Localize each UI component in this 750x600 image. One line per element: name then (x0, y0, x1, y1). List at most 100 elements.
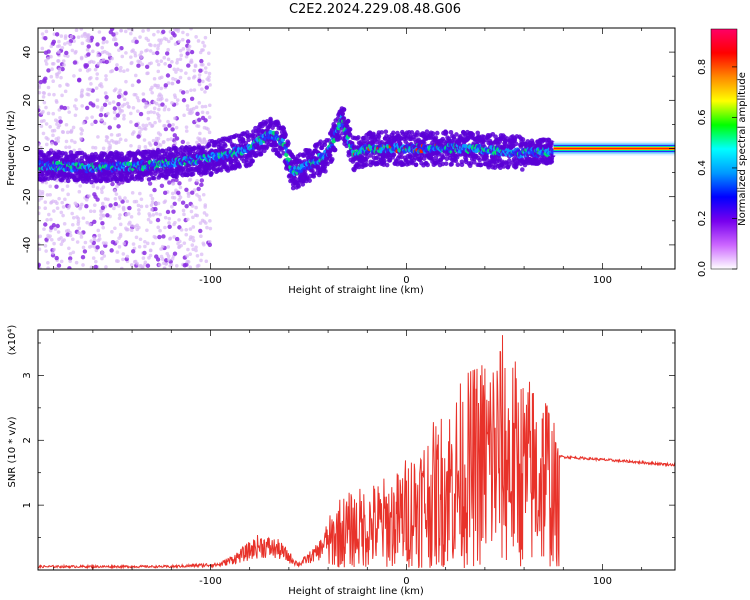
spectrogram-point (55, 223, 60, 229)
spectrogram-point (149, 43, 153, 48)
spectrogram-point (134, 235, 139, 240)
spectrogram-point (64, 122, 69, 127)
spectrogram-point (79, 235, 84, 239)
spectrogram-point (52, 209, 56, 213)
spectrogram-point (453, 158, 459, 164)
spectrogram-point (129, 215, 134, 219)
spectrogram-point (283, 132, 288, 138)
spectrogram-point (149, 207, 154, 212)
spectrogram-point (65, 184, 70, 188)
spectrogram-point (174, 70, 178, 74)
spectrogram-point (174, 236, 180, 242)
spectrogram-point (129, 120, 133, 124)
spectrogram-point (119, 65, 123, 70)
spectrogram-point (143, 260, 148, 265)
snr-x-tick-label: 100 (593, 576, 612, 587)
spectrogram-point (75, 240, 80, 244)
spectrogram-point (290, 185, 296, 191)
spectrogram-point (89, 239, 94, 243)
spectrogram-point (38, 189, 42, 194)
spectrogram-point (143, 127, 148, 131)
spectrogram-point (116, 94, 122, 99)
spectrogram-point (79, 131, 84, 136)
spectrogram-point (192, 68, 197, 73)
spectrogram-point (286, 141, 291, 146)
spectrogram-point (115, 184, 119, 189)
spectrogram-point (59, 236, 63, 240)
spectrogram-point (155, 217, 161, 223)
spectrogram-point (433, 155, 439, 160)
spectrogram-point (356, 164, 362, 170)
spectrogram-point (484, 154, 489, 160)
spectrogram-point (104, 265, 108, 269)
spectrogram-point (49, 225, 54, 230)
spectrogram-point (153, 83, 157, 88)
spectrogram-point (100, 205, 106, 210)
spectrogram-point (77, 226, 82, 231)
spectrogram-point (109, 132, 114, 137)
spectrogram-point (46, 56, 50, 61)
spectrogram-point (60, 188, 65, 192)
spectrogram-point (81, 121, 86, 125)
spectrogram-point (67, 145, 72, 149)
spectrogram-point (122, 113, 126, 118)
spectrogram-point (415, 130, 420, 135)
spectrogram-point (178, 57, 183, 61)
spectrogram-point (174, 28, 178, 32)
spectrogram-point (443, 130, 449, 136)
spectrogram-point (327, 153, 333, 158)
spectrogram-point (54, 32, 60, 37)
snr-y-multiplier: (x10⁴) (7, 325, 18, 356)
spectrogram-point (57, 50, 61, 54)
spectrogram-point (129, 111, 133, 116)
spectrogram-point (191, 247, 196, 252)
spectrogram-point (152, 234, 157, 239)
spectrogram-point (136, 203, 141, 208)
spectrogram-point (179, 53, 184, 58)
spectrogram-point (41, 131, 46, 136)
spectrogram-point (68, 233, 73, 238)
spectrogram-point (88, 87, 92, 92)
spectrogram-point (194, 245, 198, 250)
spectrogram-point (171, 181, 176, 186)
spectrogram-point (91, 145, 95, 150)
spectrogram-point (68, 39, 74, 44)
spectrogram-point (152, 100, 157, 105)
spectrogram-point (201, 145, 206, 151)
spectrogram-point (88, 222, 92, 227)
colorbar-tick-label: 0.2 (697, 211, 708, 227)
spectrogram-point (46, 266, 50, 269)
spectrogram-point (166, 137, 170, 142)
spectrogram-point (205, 225, 209, 230)
spectrogram-point (108, 146, 112, 150)
spectrogram-point (66, 192, 70, 197)
spectrogram-point (124, 51, 128, 55)
spectrogram-point (192, 88, 197, 92)
spectrogram-point (156, 136, 161, 141)
spectrogram-point (52, 92, 56, 97)
spectrogram-point (92, 219, 97, 224)
spectrogram-point (104, 77, 108, 82)
spectrogram-point (120, 104, 125, 108)
spectrogram-point (96, 53, 100, 58)
spectrogram-point (93, 146, 98, 150)
spectrogram-point (86, 44, 91, 49)
spectrogram-point (68, 256, 73, 261)
spectrogram-point (200, 87, 204, 91)
spectrogram-point (173, 42, 178, 46)
snr-x-tick-label: 0 (403, 576, 409, 587)
spectrogram-point (43, 36, 48, 41)
spectrogram-point (113, 42, 119, 47)
spectrogram-point (69, 138, 74, 143)
spectrogram-point (57, 44, 62, 48)
spectrogram-point (195, 178, 199, 183)
spectrogram-point (78, 184, 83, 188)
spectrogram-point (170, 101, 174, 105)
spectrogram-point (170, 204, 174, 209)
spectrogram-point (86, 52, 91, 57)
spectrogram-point (148, 121, 152, 126)
spectrogram-point (186, 191, 191, 196)
spectrogram-y-ticks: -40 -20 0 20 40 (22, 27, 675, 270)
spectrogram-point (133, 36, 137, 41)
spectrogram-point (184, 71, 188, 75)
